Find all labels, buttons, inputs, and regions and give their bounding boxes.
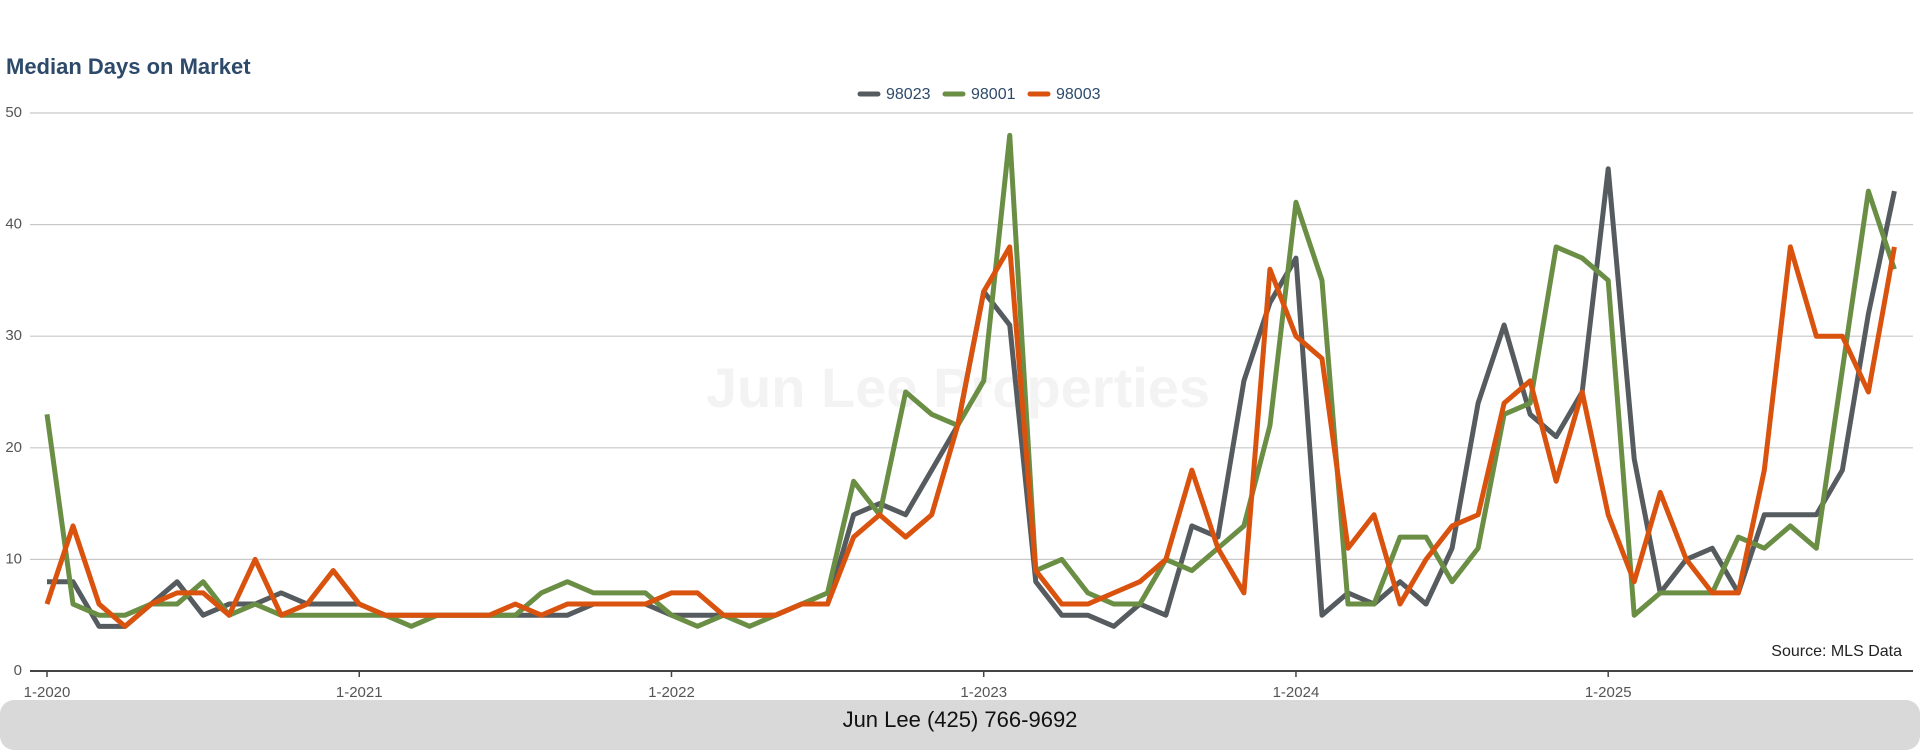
- source-note: Source: MLS Data: [1771, 643, 1902, 660]
- series-line: [44, 244, 1897, 629]
- x-tick-label: 1-2024: [1273, 684, 1320, 701]
- y-tick-label: 40: [5, 216, 22, 233]
- watermark: Jun Lee Properties: [706, 356, 1210, 419]
- x-tick-label: 1-2021: [336, 684, 383, 701]
- x-tick-label: 1-2025: [1585, 684, 1632, 701]
- legend-label: 98001: [971, 86, 1016, 103]
- x-tick-label: 1-2023: [960, 684, 1007, 701]
- footer-text: Jun Lee (425) 766-9692: [843, 707, 1078, 732]
- y-tick-label: 50: [5, 104, 22, 121]
- chart-title: Median Days on Market: [6, 54, 251, 79]
- series-line: [44, 132, 1897, 629]
- y-tick-label: 30: [5, 327, 22, 344]
- x-tick-label: 1-2020: [24, 684, 71, 701]
- footer-band: [0, 700, 1920, 750]
- y-tick-label: 0: [14, 662, 22, 679]
- y-tick-label: 10: [5, 550, 22, 567]
- x-tick-label: 1-2022: [648, 684, 695, 701]
- y-tick-label: 20: [5, 439, 22, 456]
- legend-label: 98023: [886, 86, 931, 103]
- legend-label: 98003: [1056, 86, 1101, 103]
